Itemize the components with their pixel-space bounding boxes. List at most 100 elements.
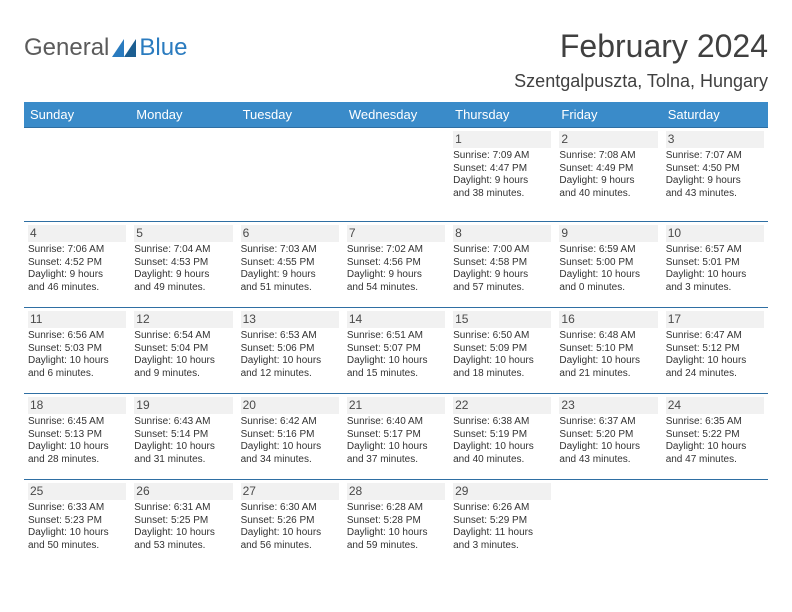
day-number: 5	[134, 225, 232, 242]
day-number: 17	[666, 311, 764, 328]
calendar-day-cell: 27Sunrise: 6:30 AMSunset: 5:26 PMDayligh…	[237, 480, 343, 566]
daylight-line: Daylight: 9 hours	[666, 175, 764, 188]
calendar-day-cell: 17Sunrise: 6:47 AMSunset: 5:12 PMDayligh…	[662, 308, 768, 394]
calendar-day-cell: 3Sunrise: 7:07 AMSunset: 4:50 PMDaylight…	[662, 128, 768, 222]
sunrise-line: Sunrise: 6:42 AM	[241, 416, 339, 429]
sunrise-line: Sunrise: 6:43 AM	[134, 416, 232, 429]
title-block: February 2024 Szentgalpuszta, Tolna, Hun…	[514, 28, 768, 92]
sunrise-line: Sunrise: 6:40 AM	[347, 416, 445, 429]
daylight-line: and 3 minutes.	[666, 282, 764, 295]
calendar-day-cell: 11Sunrise: 6:56 AMSunset: 5:03 PMDayligh…	[24, 308, 130, 394]
sunset-line: Sunset: 5:13 PM	[28, 429, 126, 442]
calendar-day-cell: 8Sunrise: 7:00 AMSunset: 4:58 PMDaylight…	[449, 222, 555, 308]
day-number: 23	[559, 397, 657, 414]
day-number: 10	[666, 225, 764, 242]
daylight-line: and 59 minutes.	[347, 540, 445, 553]
daylight-line: Daylight: 10 hours	[134, 355, 232, 368]
daylight-line: and 37 minutes.	[347, 454, 445, 467]
sunrise-line: Sunrise: 7:04 AM	[134, 244, 232, 257]
daylight-line: and 54 minutes.	[347, 282, 445, 295]
sunrise-line: Sunrise: 6:48 AM	[559, 330, 657, 343]
sunset-line: Sunset: 4:50 PM	[666, 163, 764, 176]
calendar-day-cell: 16Sunrise: 6:48 AMSunset: 5:10 PMDayligh…	[555, 308, 661, 394]
day-number: 21	[347, 397, 445, 414]
daylight-line: Daylight: 9 hours	[453, 269, 551, 282]
daylight-line: Daylight: 10 hours	[134, 441, 232, 454]
sunset-line: Sunset: 5:17 PM	[347, 429, 445, 442]
daylight-line: and 28 minutes.	[28, 454, 126, 467]
day-number: 22	[453, 397, 551, 414]
sunrise-line: Sunrise: 7:09 AM	[453, 150, 551, 163]
calendar-day-cell: 20Sunrise: 6:42 AMSunset: 5:16 PMDayligh…	[237, 394, 343, 480]
calendar-day-cell: 1Sunrise: 7:09 AMSunset: 4:47 PMDaylight…	[449, 128, 555, 222]
sunset-line: Sunset: 5:22 PM	[666, 429, 764, 442]
daylight-line: Daylight: 10 hours	[666, 355, 764, 368]
day-number: 9	[559, 225, 657, 242]
daylight-line: Daylight: 10 hours	[453, 441, 551, 454]
sunset-line: Sunset: 5:19 PM	[453, 429, 551, 442]
calendar-day-cell: 14Sunrise: 6:51 AMSunset: 5:07 PMDayligh…	[343, 308, 449, 394]
day-number: 19	[134, 397, 232, 414]
day-number: 20	[241, 397, 339, 414]
sunset-line: Sunset: 5:20 PM	[559, 429, 657, 442]
daylight-line: and 34 minutes.	[241, 454, 339, 467]
calendar-day-cell	[343, 128, 449, 222]
day-number: 2	[559, 131, 657, 148]
sunset-line: Sunset: 5:06 PM	[241, 343, 339, 356]
logo-mark-icon	[111, 37, 137, 59]
calendar-table: Sunday Monday Tuesday Wednesday Thursday…	[24, 102, 768, 566]
sunset-line: Sunset: 5:12 PM	[666, 343, 764, 356]
sunset-line: Sunset: 5:03 PM	[28, 343, 126, 356]
day-number: 12	[134, 311, 232, 328]
sunset-line: Sunset: 5:10 PM	[559, 343, 657, 356]
sunrise-line: Sunrise: 6:38 AM	[453, 416, 551, 429]
daylight-line: Daylight: 10 hours	[28, 527, 126, 540]
daylight-line: and 50 minutes.	[28, 540, 126, 553]
sunset-line: Sunset: 5:07 PM	[347, 343, 445, 356]
day-number: 28	[347, 483, 445, 500]
calendar-day-cell: 9Sunrise: 6:59 AMSunset: 5:00 PMDaylight…	[555, 222, 661, 308]
day-number: 6	[241, 225, 339, 242]
calendar-day-cell: 19Sunrise: 6:43 AMSunset: 5:14 PMDayligh…	[130, 394, 236, 480]
day-number: 27	[241, 483, 339, 500]
calendar-week-row: 1Sunrise: 7:09 AMSunset: 4:47 PMDaylight…	[24, 128, 768, 222]
daylight-line: Daylight: 9 hours	[241, 269, 339, 282]
sunrise-line: Sunrise: 6:28 AM	[347, 502, 445, 515]
calendar-day-cell: 15Sunrise: 6:50 AMSunset: 5:09 PMDayligh…	[449, 308, 555, 394]
daylight-line: and 18 minutes.	[453, 368, 551, 381]
daylight-line: and 43 minutes.	[666, 188, 764, 201]
day-header: Sunday	[24, 102, 130, 128]
calendar-day-cell: 23Sunrise: 6:37 AMSunset: 5:20 PMDayligh…	[555, 394, 661, 480]
daylight-line: Daylight: 9 hours	[347, 269, 445, 282]
day-number: 24	[666, 397, 764, 414]
sunset-line: Sunset: 5:28 PM	[347, 515, 445, 528]
day-header: Friday	[555, 102, 661, 128]
daylight-line: and 15 minutes.	[347, 368, 445, 381]
calendar-day-cell: 5Sunrise: 7:04 AMSunset: 4:53 PMDaylight…	[130, 222, 236, 308]
calendar-day-cell: 13Sunrise: 6:53 AMSunset: 5:06 PMDayligh…	[237, 308, 343, 394]
sunrise-line: Sunrise: 6:54 AM	[134, 330, 232, 343]
daylight-line: Daylight: 10 hours	[28, 441, 126, 454]
day-number: 29	[453, 483, 551, 500]
sunset-line: Sunset: 4:55 PM	[241, 257, 339, 270]
day-number: 15	[453, 311, 551, 328]
sunrise-line: Sunrise: 6:33 AM	[28, 502, 126, 515]
day-number: 4	[28, 225, 126, 242]
calendar-day-cell: 10Sunrise: 6:57 AMSunset: 5:01 PMDayligh…	[662, 222, 768, 308]
calendar-day-cell: 6Sunrise: 7:03 AMSunset: 4:55 PMDaylight…	[237, 222, 343, 308]
calendar-day-cell: 29Sunrise: 6:26 AMSunset: 5:29 PMDayligh…	[449, 480, 555, 566]
daylight-line: and 57 minutes.	[453, 282, 551, 295]
calendar-day-cell: 24Sunrise: 6:35 AMSunset: 5:22 PMDayligh…	[662, 394, 768, 480]
sunset-line: Sunset: 5:16 PM	[241, 429, 339, 442]
daylight-line: Daylight: 10 hours	[453, 355, 551, 368]
daylight-line: and 51 minutes.	[241, 282, 339, 295]
sunrise-line: Sunrise: 7:07 AM	[666, 150, 764, 163]
day-number: 11	[28, 311, 126, 328]
day-number: 13	[241, 311, 339, 328]
daylight-line: Daylight: 10 hours	[241, 355, 339, 368]
logo-text-general: General	[24, 34, 109, 62]
sunset-line: Sunset: 5:01 PM	[666, 257, 764, 270]
daylight-line: Daylight: 11 hours	[453, 527, 551, 540]
daylight-line: and 12 minutes.	[241, 368, 339, 381]
daylight-line: and 49 minutes.	[134, 282, 232, 295]
